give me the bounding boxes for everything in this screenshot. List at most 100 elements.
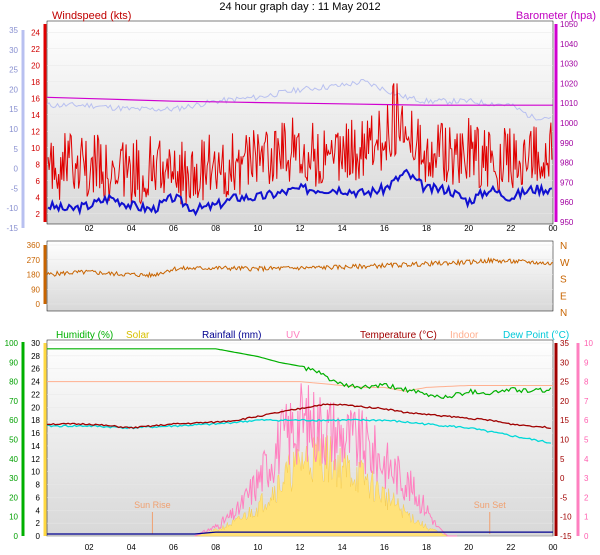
wind-outer-tick-label: 35 bbox=[9, 26, 18, 35]
x-tick-label: 06 bbox=[169, 543, 178, 552]
wind-outer-tick-label: 20 bbox=[9, 85, 18, 94]
solar-tick-label: 6 bbox=[36, 493, 41, 502]
humidity-tick-label: 20 bbox=[9, 493, 18, 502]
humidity-tick-label: 0 bbox=[14, 532, 19, 541]
uv-tick-label: 8 bbox=[584, 378, 589, 387]
solar-tick-label: 20 bbox=[31, 403, 40, 412]
solar-tick-label: 28 bbox=[31, 352, 40, 361]
direction-series bbox=[46, 256, 553, 279]
direction-tick-label: 0 bbox=[36, 300, 41, 309]
direction-panel-grid bbox=[47, 244, 553, 305]
solar-tick-label: 2 bbox=[36, 519, 41, 528]
x-tick-label: 16 bbox=[380, 543, 389, 552]
humidity-tick-label: 40 bbox=[9, 455, 18, 464]
uv-tick-label: 9 bbox=[584, 358, 589, 367]
humidity-series bbox=[47, 348, 552, 399]
wind-outer-tick-label: 25 bbox=[9, 66, 18, 75]
uv-tick-label: 10 bbox=[584, 339, 593, 348]
uv-tick-label: 3 bbox=[584, 474, 589, 483]
wind-low-series bbox=[47, 168, 553, 217]
temp-tick-label: 35 bbox=[560, 339, 569, 348]
solar-tick-label: 22 bbox=[31, 390, 40, 399]
temperature-series bbox=[46, 403, 551, 430]
wind-tick-label: 4 bbox=[36, 193, 41, 202]
wind-x-tick-label: 00 bbox=[549, 224, 558, 233]
wind-outer-tick-label: -5 bbox=[11, 184, 19, 193]
x-tick-label: 04 bbox=[127, 543, 136, 552]
temp-tick-label: -15 bbox=[560, 532, 572, 541]
x-tick-label: 22 bbox=[506, 543, 515, 552]
wind-tick-label: 18 bbox=[31, 78, 40, 87]
windspeed-legend: Windspeed (kts) bbox=[52, 10, 131, 22]
solar-tick-label: 18 bbox=[31, 416, 40, 425]
wind-panel-grid bbox=[47, 32, 553, 214]
temp-tick-label: 5 bbox=[560, 455, 565, 464]
x-tick-label: 12 bbox=[296, 543, 305, 552]
solar-tick-label: 10 bbox=[31, 468, 40, 477]
x-tick-label: 10 bbox=[253, 543, 262, 552]
legend-entry: Indoor bbox=[450, 330, 479, 341]
legend-entry: Rainfall (mm) bbox=[202, 330, 261, 341]
compass-label: E bbox=[560, 291, 567, 302]
rainfall-series bbox=[47, 531, 553, 535]
direction-panel-series bbox=[46, 256, 553, 279]
humidity-tick-label: 50 bbox=[9, 436, 18, 445]
baro-tick-label: 1010 bbox=[560, 99, 578, 108]
compass-label: N bbox=[560, 241, 567, 252]
sunrise-label: Sun Rise bbox=[134, 500, 171, 510]
wind-x-tick-label: 16 bbox=[380, 224, 389, 233]
uv-tick-label: 5 bbox=[584, 436, 589, 445]
wind-tick-label: 6 bbox=[36, 177, 41, 186]
wind-outer-tick-label: -15 bbox=[6, 224, 18, 233]
baro-tick-label: 1050 bbox=[560, 20, 578, 29]
direction-panel-background bbox=[46, 240, 554, 312]
legend-entry: Dew Point (°C) bbox=[503, 330, 569, 341]
solar-tick-label: 0 bbox=[36, 532, 41, 541]
barometer-legend: Barometer (hpa) bbox=[516, 10, 596, 22]
uv-tick-label: 6 bbox=[584, 416, 589, 425]
temp-tick-label: 10 bbox=[560, 436, 569, 445]
wind-tick-label: 22 bbox=[31, 45, 40, 54]
humidity-panel-ticks: 3028262422201816141210864201009080706050… bbox=[5, 339, 594, 552]
x-tick-label: 02 bbox=[85, 543, 94, 552]
wind-tick-label: 16 bbox=[31, 94, 40, 103]
compass-label: W bbox=[560, 258, 570, 269]
x-tick-label: 08 bbox=[211, 543, 220, 552]
wind-panel-ticks: 2422201816141210864235302520151050-5-10-… bbox=[6, 20, 578, 233]
wind-panel-series bbox=[46, 78, 553, 217]
wind-x-tick-label: 22 bbox=[506, 224, 515, 233]
wind-x-tick-label: 04 bbox=[127, 224, 136, 233]
wind-tick-label: 24 bbox=[31, 28, 40, 37]
humidity-tick-label: 30 bbox=[9, 474, 18, 483]
humidity-tick-label: 60 bbox=[9, 416, 18, 425]
humidity-tick-label: 10 bbox=[9, 513, 18, 522]
humidity-tick-label: 80 bbox=[9, 378, 18, 387]
legend-entry: Humidity (%) bbox=[56, 330, 113, 341]
direction-tick-label: 270 bbox=[27, 256, 41, 265]
uv-tick-label: 1 bbox=[584, 513, 589, 522]
wind-outer-tick-label: -10 bbox=[6, 204, 18, 213]
solar-tick-label: 30 bbox=[31, 339, 40, 348]
wind-x-tick-label: 14 bbox=[338, 224, 347, 233]
humidity-panel-legend: Humidity (%) Solar Rainfall (mm) UV Temperat… bbox=[56, 330, 569, 341]
x-tick-label: 00 bbox=[549, 543, 558, 552]
wind-tick-label: 8 bbox=[36, 160, 41, 169]
compass-label: S bbox=[560, 275, 567, 286]
temp-tick-label: -10 bbox=[560, 513, 572, 522]
solar-tick-label: 14 bbox=[31, 442, 40, 451]
wind-outer-tick-label: 15 bbox=[9, 105, 18, 114]
humidity-tick-label: 90 bbox=[9, 358, 18, 367]
solar-tick-label: 24 bbox=[31, 378, 40, 387]
solar-tick-label: 8 bbox=[36, 481, 41, 490]
sunset-label: Sun Set bbox=[474, 500, 507, 510]
baro-tick-label: 990 bbox=[560, 139, 574, 148]
temp-tick-label: -5 bbox=[560, 493, 568, 502]
x-tick-label: 18 bbox=[422, 543, 431, 552]
temp-tick-label: 30 bbox=[560, 358, 569, 367]
legend-entry: UV bbox=[286, 330, 300, 341]
wind-x-tick-label: 10 bbox=[253, 224, 262, 233]
temp-tick-label: 15 bbox=[560, 416, 569, 425]
baro-tick-label: 1030 bbox=[560, 60, 578, 69]
baro-tick-label: 1040 bbox=[560, 40, 578, 49]
